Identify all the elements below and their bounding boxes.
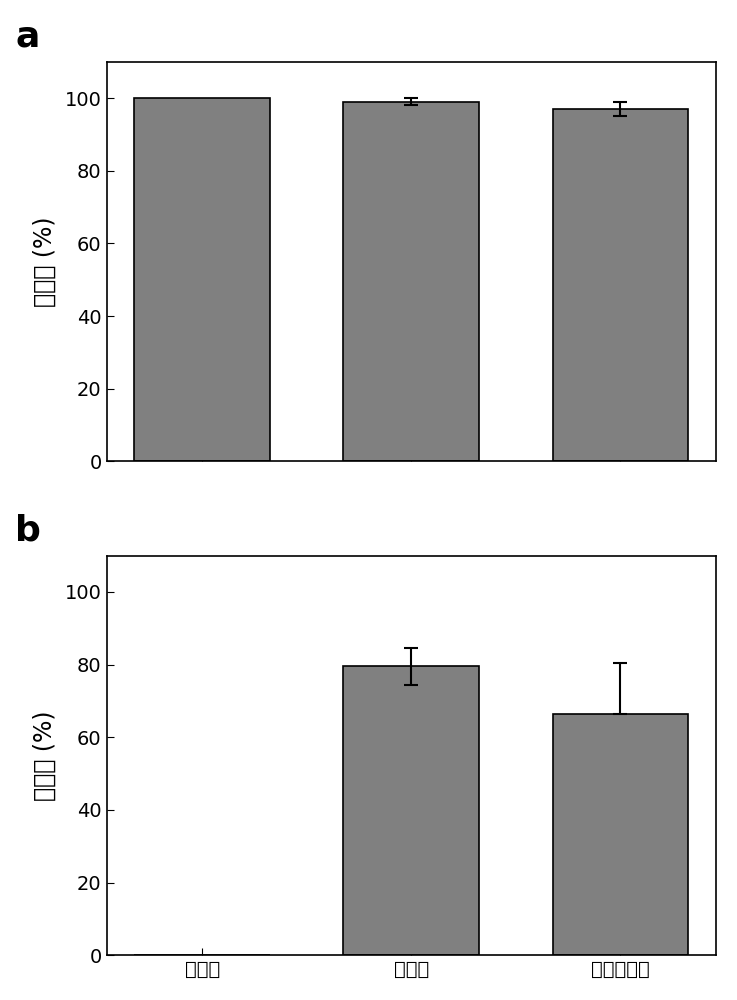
Bar	[553, 109, 688, 461]
Text: b: b	[15, 514, 41, 548]
Text: a: a	[15, 20, 40, 54]
Bar	[553, 714, 688, 955]
Y-axis label: 附着率 (%): 附着率 (%)	[32, 710, 57, 801]
Bar	[343, 666, 479, 955]
Bar	[134, 98, 270, 461]
Bar	[343, 102, 479, 461]
Y-axis label: 存活率 (%): 存活率 (%)	[32, 216, 57, 307]
